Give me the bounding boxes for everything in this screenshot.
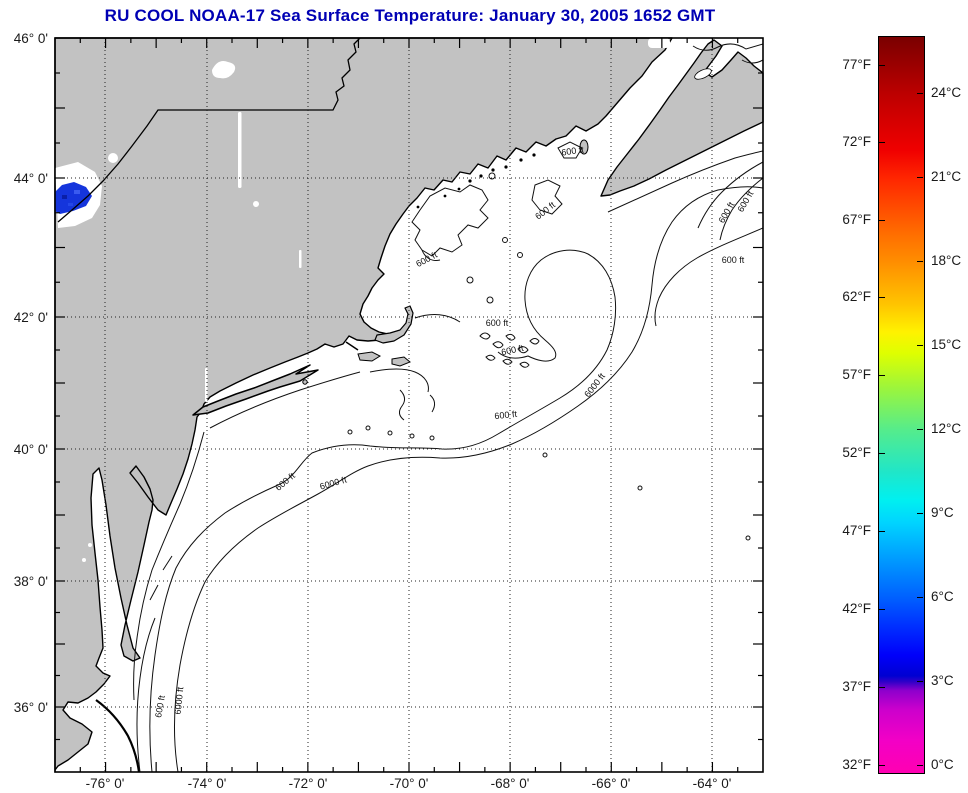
y-axis-labels: 46° 0' 44° 0' 42° 0' 40° 0' 38° 0' 36° 0': [14, 31, 48, 715]
land-mainland: [54, 37, 673, 773]
colorbar-f-label: 62°F: [842, 289, 871, 304]
colorbar-c-label: 9°C: [931, 505, 954, 520]
colorbar-c-label: 6°C: [931, 589, 954, 604]
colorbar-c-label: 18°C: [931, 253, 962, 268]
block-island: [302, 379, 308, 385]
colorbar-tick: [879, 297, 885, 298]
x-axis-label: -76° 0': [86, 776, 125, 791]
tick-marks: [55, 38, 763, 772]
colorbar-tick: [879, 142, 885, 143]
colorbar-tick: [879, 65, 885, 66]
y-axis-label: 44° 0': [14, 171, 48, 186]
lake-ontario-sst-patch: [55, 182, 92, 214]
x-axis-label: -68° 0': [491, 776, 530, 791]
y-axis-label: 42° 0': [14, 310, 48, 325]
colorbar-f-label: 37°F: [842, 679, 871, 694]
hudson-river: [205, 368, 208, 402]
cloud-patches: [82, 38, 670, 562]
colorbar-c-label: 21°C: [931, 169, 962, 184]
colorbar-tick: [879, 220, 885, 221]
land-nantucket: [391, 356, 411, 367]
contour-label: 600 ft: [486, 318, 509, 328]
colorbar-tick: [917, 345, 923, 346]
y-axis-label: 38° 0': [14, 574, 48, 589]
colorbar-tick: [917, 681, 923, 682]
barrier-islands: [95, 699, 141, 773]
contour-label: 600 ft: [153, 694, 167, 718]
bathymetry-contours: [133, 43, 764, 773]
y-axis-label: 46° 0': [14, 31, 48, 46]
contour-label: 600 ft: [494, 409, 518, 421]
colorbar-c-label: 12°C: [931, 421, 962, 436]
colorbar-tick: [879, 765, 885, 766]
contour-label: 6000 ft: [173, 686, 186, 715]
colorbar: [878, 36, 925, 774]
colorbar-tick: [917, 177, 923, 178]
colorbar-f-label: 47°F: [842, 523, 871, 538]
sst-patch-speckles: [62, 190, 80, 206]
colorbar-tick: [917, 765, 923, 766]
x-axis-label: -72° 0': [289, 776, 328, 791]
minas-basin: [694, 68, 712, 80]
land-long-island: [192, 364, 319, 416]
colorbar-tick: [879, 375, 885, 376]
x-axis-label: -66° 0': [592, 776, 631, 791]
colorbar-tick: [917, 429, 923, 430]
x-axis-label: -74° 0': [188, 776, 227, 791]
colorbar-f-label: 77°F: [842, 57, 871, 72]
colorbar-tick: [879, 453, 885, 454]
colorbar-c-label: 0°C: [931, 757, 954, 772]
contour-label: 600 ft: [561, 144, 585, 157]
land-marthas-vineyard: [357, 351, 382, 362]
x-axis-label: -70° 0': [390, 776, 429, 791]
colorbar-tick: [917, 261, 923, 262]
colorbar-tick: [879, 687, 885, 688]
contour-label: 600 ft: [722, 255, 745, 265]
colorbar-tick: [917, 597, 923, 598]
y-axis-label: 36° 0': [14, 700, 48, 715]
land-cape-cod: [374, 305, 414, 344]
lake-champlain: [238, 112, 242, 188]
x-axis-labels: -76° 0' -74° 0' -72° 0' -70° 0' -68° 0' -66° …: [86, 776, 732, 791]
colorbar-tick: [917, 513, 923, 514]
colorbar-f-label: 32°F: [842, 757, 871, 772]
colorbar-f-label: 42°F: [842, 601, 871, 616]
colorbar-c-label: 15°C: [931, 337, 962, 352]
colorbar-c-label: 3°C: [931, 673, 954, 688]
colorbar-tick: [879, 531, 885, 532]
colorbar-tick: [917, 93, 923, 94]
coastal-islands: [416, 153, 536, 209]
map-frame: [54, 37, 764, 773]
us-canada-border: [57, 37, 361, 223]
page-title: RU COOL NOAA-17 Sea Surface Temperature:…: [104, 6, 716, 25]
colorbar-f-label: 52°F: [842, 445, 871, 460]
colorbar-f-label: 57°F: [842, 367, 871, 382]
colorbar-c-label: 24°C: [931, 85, 962, 100]
colorbar-f-label: 67°F: [842, 212, 871, 227]
contour-label: 600 ft: [500, 343, 525, 358]
x-axis-label: -64° 0': [693, 776, 732, 791]
colorbar-tick: [879, 609, 885, 610]
elizabeth-islands: [345, 341, 359, 351]
y-axis-label: 40° 0': [14, 442, 48, 457]
colorbar-f-label: 72°F: [842, 134, 871, 149]
